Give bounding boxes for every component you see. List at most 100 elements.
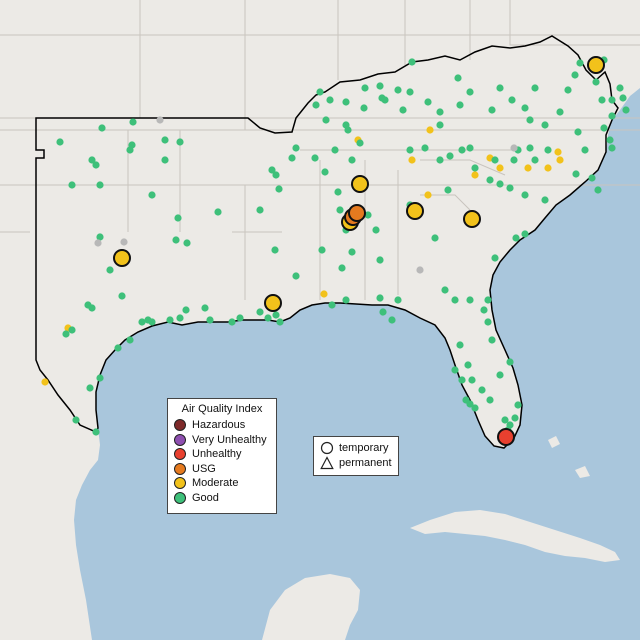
station-marker[interactable] xyxy=(408,58,416,66)
station-marker[interactable] xyxy=(484,318,492,326)
station-marker[interactable] xyxy=(471,404,479,412)
station-marker[interactable] xyxy=(148,191,156,199)
station-marker[interactable] xyxy=(471,171,479,179)
station-marker[interactable] xyxy=(471,164,479,172)
station-alert-marker[interactable] xyxy=(497,428,515,446)
station-marker[interactable] xyxy=(451,296,459,304)
station-marker[interactable] xyxy=(129,118,137,126)
station-marker[interactable] xyxy=(322,116,330,124)
station-marker[interactable] xyxy=(594,186,602,194)
station-no-data-marker[interactable] xyxy=(156,116,164,124)
station-marker[interactable] xyxy=(98,124,106,132)
station-marker[interactable] xyxy=(436,121,444,129)
station-marker[interactable] xyxy=(214,208,222,216)
station-marker[interactable] xyxy=(608,144,616,152)
station-marker[interactable] xyxy=(174,214,182,222)
station-marker[interactable] xyxy=(334,188,342,196)
station-marker[interactable] xyxy=(356,139,364,147)
station-marker[interactable] xyxy=(399,106,407,114)
station-marker[interactable] xyxy=(206,316,214,324)
station-marker[interactable] xyxy=(541,196,549,204)
station-marker[interactable] xyxy=(466,400,474,408)
station-marker[interactable] xyxy=(148,318,156,326)
station-marker[interactable] xyxy=(564,86,572,94)
station-marker[interactable] xyxy=(451,366,459,374)
station-marker[interactable] xyxy=(176,314,184,322)
station-marker[interactable] xyxy=(316,88,324,96)
station-alert-marker[interactable] xyxy=(351,175,369,193)
station-marker[interactable] xyxy=(496,180,504,188)
station-marker[interactable] xyxy=(342,121,350,129)
station-marker[interactable] xyxy=(588,174,596,182)
station-marker[interactable] xyxy=(183,239,191,247)
station-marker[interactable] xyxy=(496,371,504,379)
station-marker[interactable] xyxy=(436,156,444,164)
station-marker[interactable] xyxy=(288,154,296,162)
station-marker[interactable] xyxy=(312,101,320,109)
station-marker[interactable] xyxy=(526,116,534,124)
station-marker[interactable] xyxy=(496,84,504,92)
station-marker[interactable] xyxy=(501,416,509,424)
station-marker[interactable] xyxy=(236,314,244,322)
station-marker[interactable] xyxy=(600,124,608,132)
station-alert-marker[interactable] xyxy=(463,210,481,228)
station-marker[interactable] xyxy=(361,84,369,92)
station-marker[interactable] xyxy=(328,301,336,309)
station-marker[interactable] xyxy=(88,156,96,164)
station-marker[interactable] xyxy=(138,318,146,326)
station-marker[interactable] xyxy=(619,94,627,102)
station-marker[interactable] xyxy=(126,336,134,344)
station-marker[interactable] xyxy=(468,376,476,384)
station-marker[interactable] xyxy=(484,296,492,304)
station-marker[interactable] xyxy=(201,304,209,312)
station-marker[interactable] xyxy=(478,386,486,394)
station-marker[interactable] xyxy=(268,166,276,174)
station-marker[interactable] xyxy=(86,384,94,392)
station-marker[interactable] xyxy=(96,374,104,382)
station-marker[interactable] xyxy=(321,168,329,176)
station-marker[interactable] xyxy=(554,148,562,156)
station-marker[interactable] xyxy=(256,308,264,316)
station-marker[interactable] xyxy=(544,146,552,154)
station-marker[interactable] xyxy=(96,233,104,241)
station-marker[interactable] xyxy=(92,161,100,169)
station-marker[interactable] xyxy=(464,361,472,369)
station-marker[interactable] xyxy=(466,88,474,96)
station-marker[interactable] xyxy=(622,106,630,114)
station-marker[interactable] xyxy=(326,96,334,104)
station-marker[interactable] xyxy=(510,156,518,164)
station-marker[interactable] xyxy=(508,96,516,104)
station-marker[interactable] xyxy=(574,128,582,136)
station-marker[interactable] xyxy=(394,296,402,304)
station-marker[interactable] xyxy=(424,98,432,106)
station-marker[interactable] xyxy=(406,88,414,96)
station-marker[interactable] xyxy=(458,146,466,154)
station-marker[interactable] xyxy=(531,156,539,164)
station-marker[interactable] xyxy=(72,416,80,424)
station-marker[interactable] xyxy=(172,236,180,244)
station-marker[interactable] xyxy=(506,184,514,192)
station-marker[interactable] xyxy=(376,82,384,90)
station-marker[interactable] xyxy=(381,96,389,104)
station-marker[interactable] xyxy=(592,78,600,86)
station-marker[interactable] xyxy=(272,311,280,319)
station-marker[interactable] xyxy=(342,98,350,106)
station-marker[interactable] xyxy=(264,314,272,322)
station-marker[interactable] xyxy=(521,104,529,112)
station-marker[interactable] xyxy=(336,206,344,214)
station-marker[interactable] xyxy=(606,136,614,144)
station-marker[interactable] xyxy=(556,156,564,164)
station-no-data-marker[interactable] xyxy=(510,144,518,152)
station-marker[interactable] xyxy=(436,108,444,116)
station-marker[interactable] xyxy=(360,104,368,112)
station-no-data-marker[interactable] xyxy=(94,239,102,247)
station-alert-marker[interactable] xyxy=(348,204,366,222)
station-marker[interactable] xyxy=(292,272,300,280)
station-marker[interactable] xyxy=(506,358,514,366)
station-marker[interactable] xyxy=(526,144,534,152)
station-no-data-marker[interactable] xyxy=(416,266,424,274)
station-marker[interactable] xyxy=(372,226,380,234)
station-marker[interactable] xyxy=(456,101,464,109)
station-marker[interactable] xyxy=(182,306,190,314)
station-marker[interactable] xyxy=(458,376,466,384)
